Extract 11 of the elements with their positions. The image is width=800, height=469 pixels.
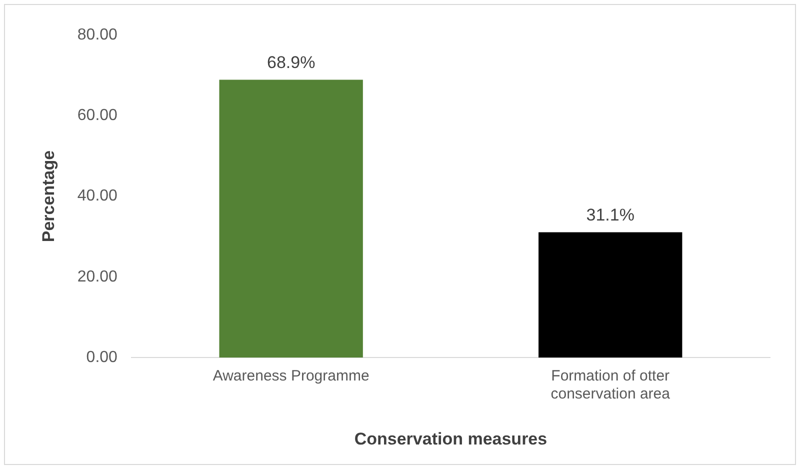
y-tick-label: 0.00 — [86, 349, 118, 366]
y-tick-label: 80.00 — [77, 26, 118, 44]
y-tick-label: 60.00 — [77, 107, 118, 124]
y-tick-label: 40.00 — [77, 188, 118, 205]
data-label: 31.1% — [586, 205, 634, 224]
x-tick-label: Formation of otter conservation area — [550, 368, 671, 403]
x-tick-label: Awareness Programme — [212, 368, 370, 385]
y-tick-label: 20.00 — [77, 268, 118, 286]
y-axis-title: Percentage — [38, 150, 58, 242]
x-axis-title: Conservation measures — [354, 429, 548, 448]
data-label: 68.9% — [266, 52, 316, 72]
